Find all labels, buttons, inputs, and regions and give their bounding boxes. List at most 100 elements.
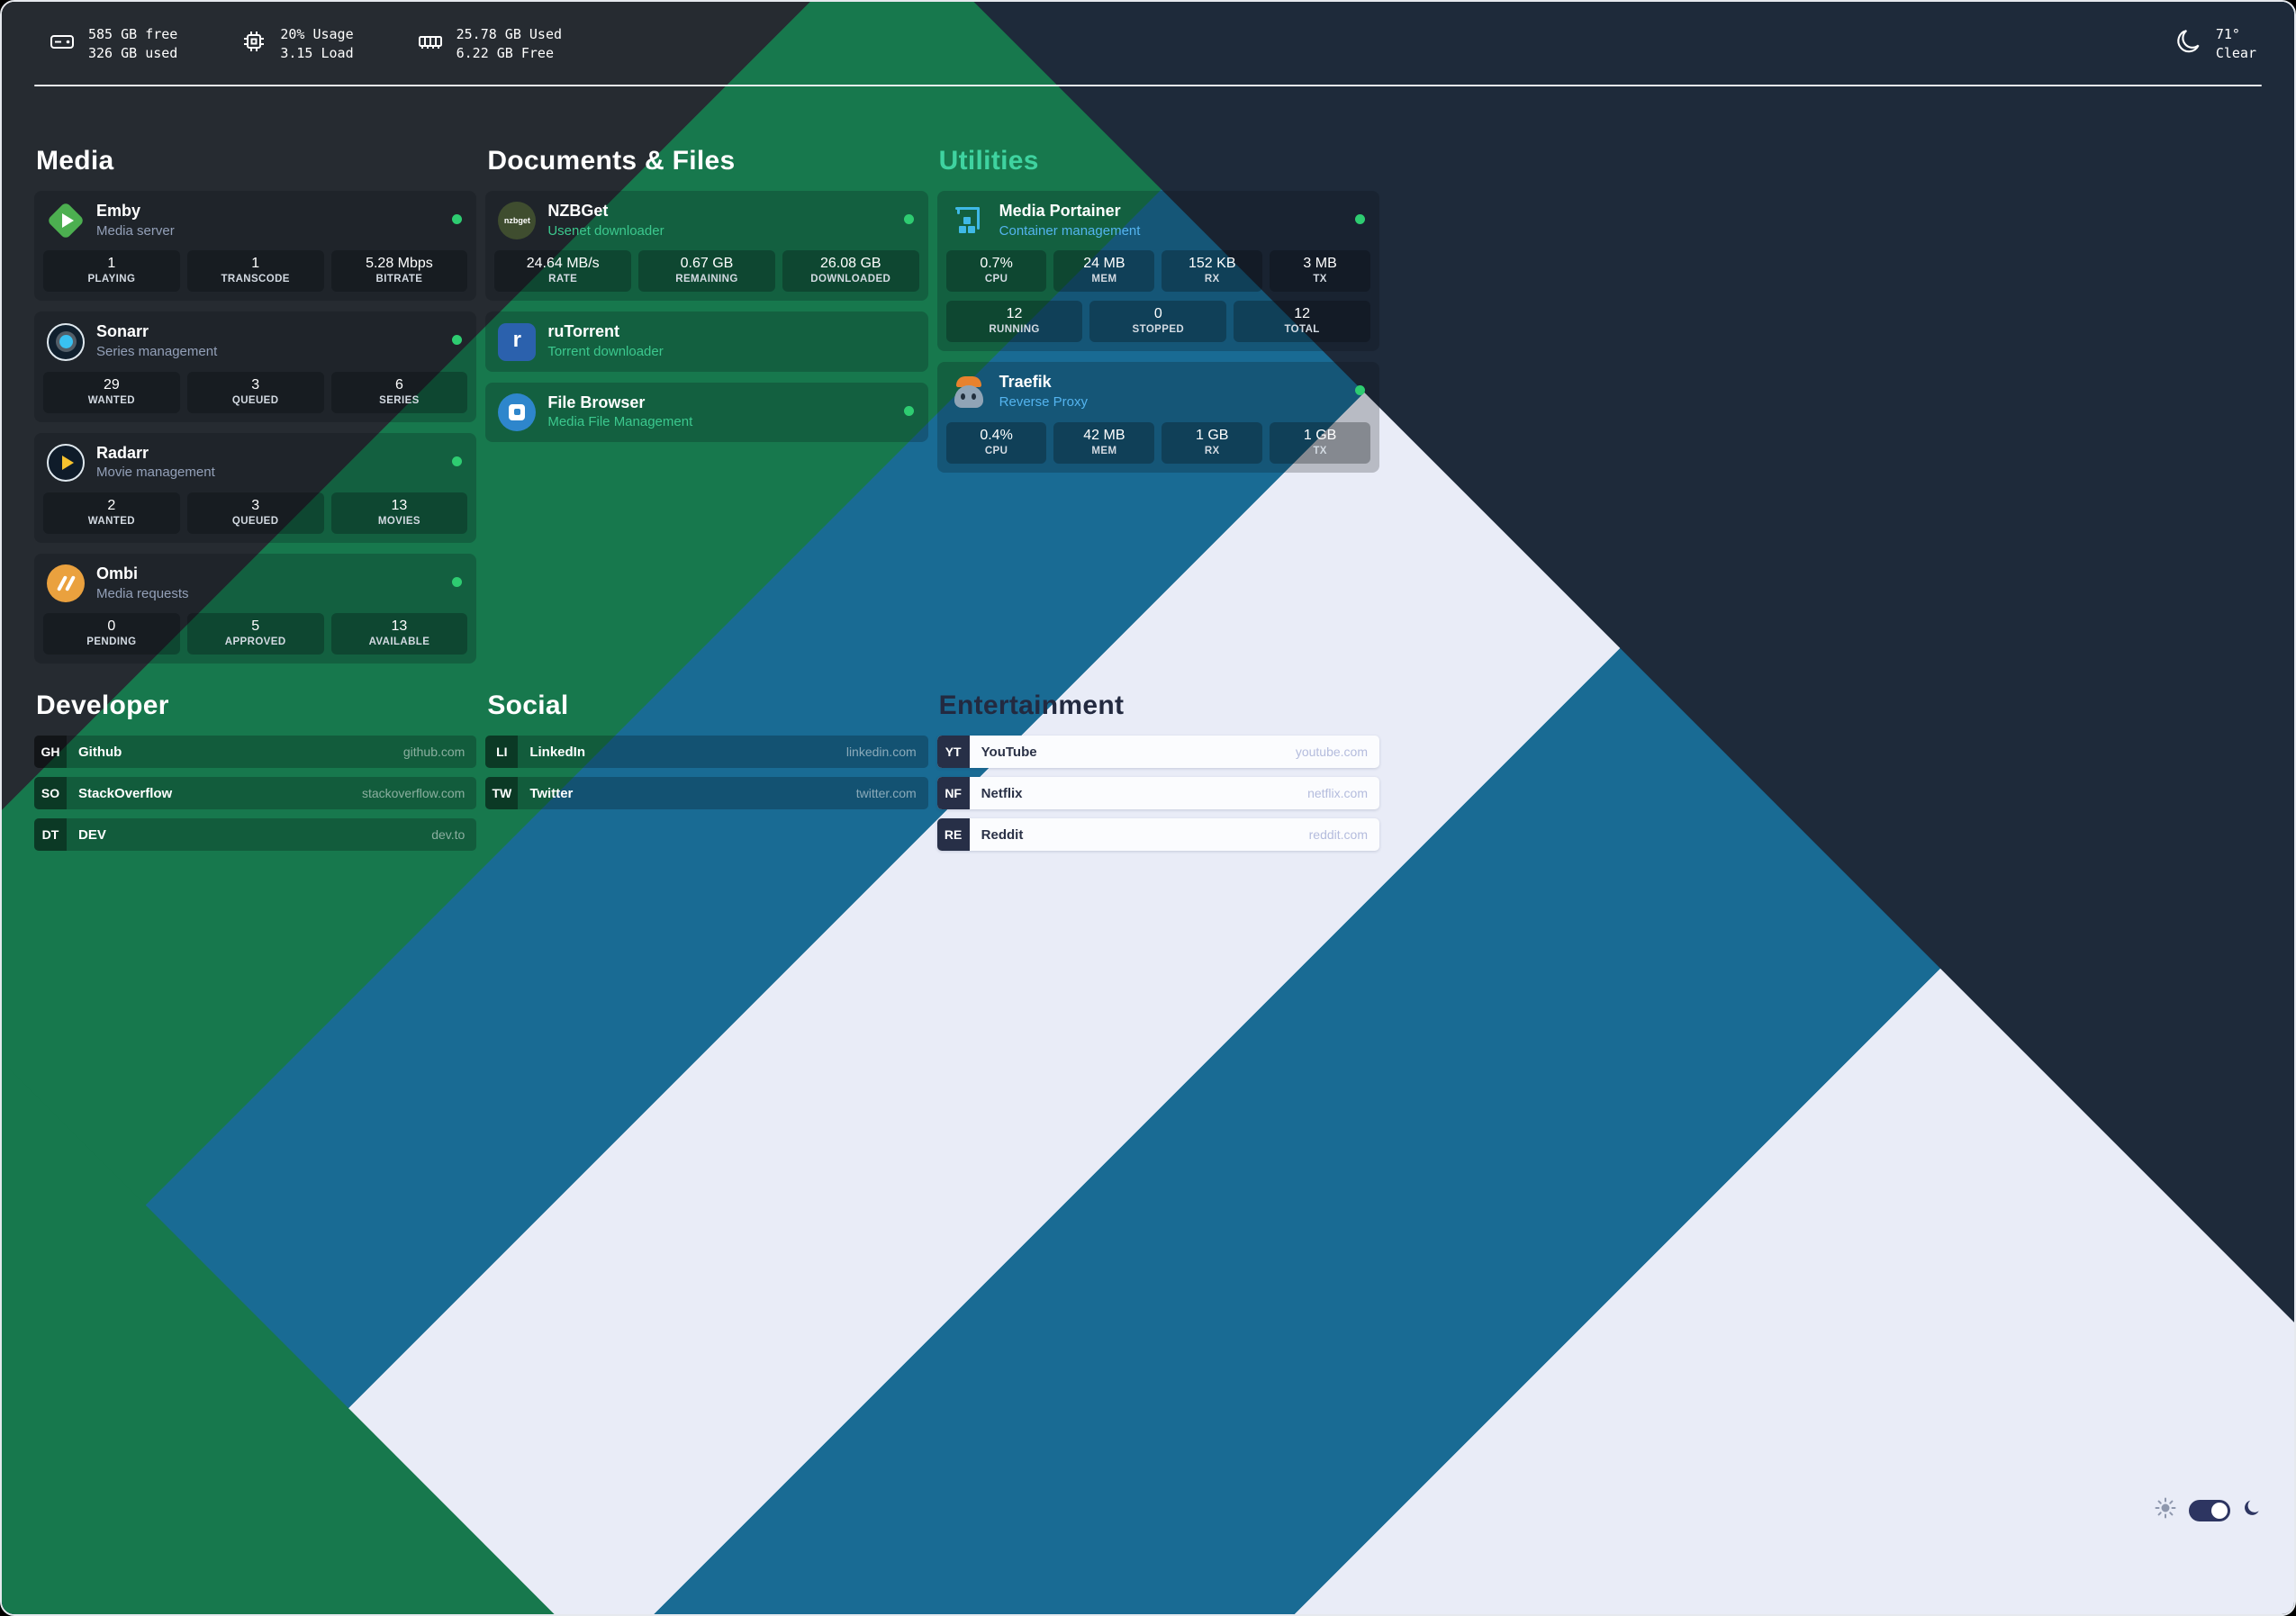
bookmark-badge: LI — [485, 736, 519, 769]
section-media: Media Emby Media server 1 PLAYING 1 TRANSC… — [34, 146, 477, 674]
status-dot — [452, 456, 463, 466]
app-card-filebrowser[interactable]: File Browser Media File Management — [485, 382, 928, 443]
app-stats: 0.7% CPU 24 MB MEM 152 KB RX 3 MB TX — [937, 250, 1379, 301]
app-sections-grid: Media Emby Media server 1 PLAYING 1 TRANSC… — [34, 146, 1379, 674]
app-card-sonarr[interactable]: Sonarr Series management 29 WANTED 3 QUEUE… — [34, 311, 477, 422]
section-developer: Developer GH Github github.com SO StackO… — [34, 691, 477, 860]
bookmark-twitter[interactable]: TW Twitter twitter.com — [485, 777, 928, 810]
weather-condition: Clear — [2215, 45, 2256, 61]
memory-used-text: 25.78 GB Used — [456, 26, 563, 42]
app-card-emby[interactable]: Emby Media server 1 PLAYING 1 TRANSCODE 5.… — [34, 191, 477, 302]
stat-cell: 1 PLAYING — [43, 250, 180, 293]
section-title-media: Media — [36, 146, 114, 176]
emby-icon — [46, 201, 86, 240]
section-utilities: Utilities — [936, 146, 1379, 483]
theme-toggle — [2154, 1496, 2264, 1524]
stat-cell: 24.64 MB/s RATE — [494, 250, 632, 293]
bookmark-netflix[interactable]: NF Netflix netflix.com — [936, 777, 1379, 810]
memory-usage-widget: 25.78 GB Used 6.22 GB Free — [417, 25, 562, 63]
app-name: Sonarr — [96, 322, 149, 341]
weather-widget: 71° Clear — [2174, 25, 2262, 63]
app-card-ombi[interactable]: Ombi Media requests 0 PENDING 5 APPROVED 1… — [34, 554, 477, 664]
status-dot — [903, 214, 914, 224]
topbar-divider — [34, 85, 2262, 86]
status-dot — [903, 405, 914, 416]
app-card-media-portainer[interactable]: Media Portainer Container management 0.7… — [936, 191, 1379, 352]
portainer-icon — [950, 202, 988, 239]
stat-cell: 1 TRANSCODE — [186, 250, 324, 293]
theme-switch-knob[interactable] — [2211, 1502, 2228, 1519]
nzbget-icon: nzbget — [498, 202, 537, 240]
stat-cell: 26.08 GB DOWNLOADED — [782, 250, 919, 293]
cpu-icon — [240, 28, 267, 60]
bookmark-badge: GH — [34, 736, 67, 769]
app-card-traefik[interactable]: Traefik Reverse Proxy 0.4% CPU 42 MB MEM 1… — [936, 362, 1379, 473]
app-name: NZBGet — [547, 202, 609, 220]
bookmark-github[interactable]: GH Github github.com — [34, 736, 477, 769]
stat-cell: 24 MB MEM — [1053, 250, 1155, 293]
section-title-social: Social — [487, 691, 569, 721]
app-name: Emby — [96, 202, 141, 220]
stat-cell: 0.4% CPU — [945, 421, 1047, 464]
disk-used-text: 326 GB used — [88, 45, 178, 61]
stat-cell: 0.7% CPU — [945, 250, 1047, 293]
app-subtitle: Series management — [96, 343, 218, 359]
app-subtitle: Torrent downloader — [547, 343, 664, 359]
app-name: ruTorrent — [547, 322, 619, 341]
stat-cell: 5.28 Mbps BITRATE — [330, 250, 468, 293]
app-subtitle: Container management — [999, 222, 1141, 239]
bookmark-stackoverflow[interactable]: SO StackOverflow stackoverflow.com — [34, 777, 477, 810]
stat-cell: 42 MB MEM — [1053, 421, 1155, 464]
app-card-radarr[interactable]: Radarr Movie management 2 WANTED 3 QUEUED … — [34, 432, 477, 544]
bookmark-youtube[interactable]: YT YouTube youtube.com — [936, 736, 1379, 769]
stat-cell: 3 QUEUED — [186, 371, 324, 413]
bookmark-reddit[interactable]: RE Reddit reddit.com — [936, 818, 1379, 852]
disk-usage-widget: 585 GB free 326 GB used — [49, 25, 177, 63]
app-subtitle: Movie management — [96, 465, 215, 481]
bookmark-dev[interactable]: DT DEV dev.to — [34, 818, 477, 852]
stat-cell: 2 WANTED — [43, 492, 180, 535]
sonarr-icon — [47, 322, 85, 361]
rutorrent-icon: r — [498, 322, 537, 361]
stat-cell: 0 STOPPED — [1089, 301, 1227, 343]
disk-free-text: 585 GB free — [88, 26, 178, 42]
app-stats: 1 PLAYING 1 TRANSCODE 5.28 Mbps BITRATE — [34, 250, 476, 301]
light-mode-icon[interactable] — [2154, 1496, 2177, 1524]
bookmark-badge: SO — [34, 777, 67, 810]
stat-cell: 13 MOVIES — [330, 492, 468, 535]
disk-icon — [49, 28, 76, 60]
ombi-icon — [47, 564, 85, 603]
app-stats: 0 PENDING 5 APPROVED 13 AVAILABLE — [34, 613, 476, 664]
app-name: File Browser — [547, 393, 646, 411]
cpu-usage-widget: 20% Usage 3.15 Load — [240, 25, 354, 63]
theme-switch[interactable] — [2189, 1499, 2230, 1521]
app-name: Ombi — [96, 564, 139, 583]
section-title-utilities: Utilities — [938, 146, 1039, 176]
bookmark-badge: YT — [936, 736, 970, 769]
stat-cell: 12 TOTAL — [1234, 301, 1370, 343]
memory-free-text: 6.22 GB Free — [456, 45, 554, 61]
section-social: Social LI LinkedIn linkedin.com TW Twitt… — [485, 691, 928, 818]
section-title-developer: Developer — [36, 691, 169, 721]
bookmark-badge: NF — [936, 777, 970, 810]
app-name: Traefik — [999, 373, 1052, 392]
app-stats: 2 WANTED 3 QUEUED 13 MOVIES — [34, 492, 476, 543]
moon-icon — [2174, 26, 2205, 62]
app-card-nzbget[interactable]: nzbget NZBGet Usenet downloader 24.64 MB… — [485, 191, 928, 302]
bookmark-badge: DT — [34, 818, 67, 852]
app-stats: 0.4% CPU 42 MB MEM 1 GB RX 1 GB TX — [937, 421, 1379, 473]
stat-cell: 3 MB TX — [1270, 250, 1370, 293]
dark-mode-icon[interactable] — [2242, 1497, 2264, 1523]
stat-cell: 5 APPROVED — [186, 613, 324, 655]
status-dot — [1355, 214, 1365, 224]
bookmark-linkedin[interactable]: LI LinkedIn linkedin.com — [485, 736, 928, 769]
app-stats: 24.64 MB/s RATE 0.67 GB REMAINING 26.08 GB… — [485, 250, 927, 301]
app-stats-row2: 12 RUNNING 0 STOPPED 12 TOTAL — [937, 301, 1379, 351]
app-card-rutorrent[interactable]: r ruTorrent Torrent downloader — [485, 311, 928, 372]
filebrowser-icon — [498, 393, 537, 431]
radarr-icon — [47, 443, 85, 482]
stat-cell: 12 RUNNING — [945, 301, 1083, 343]
section-entertainment: Entertainment YT YouTube youtube.com NF … — [936, 691, 1379, 860]
app-stats: 29 WANTED 3 QUEUED 6 SERIES — [34, 371, 476, 422]
